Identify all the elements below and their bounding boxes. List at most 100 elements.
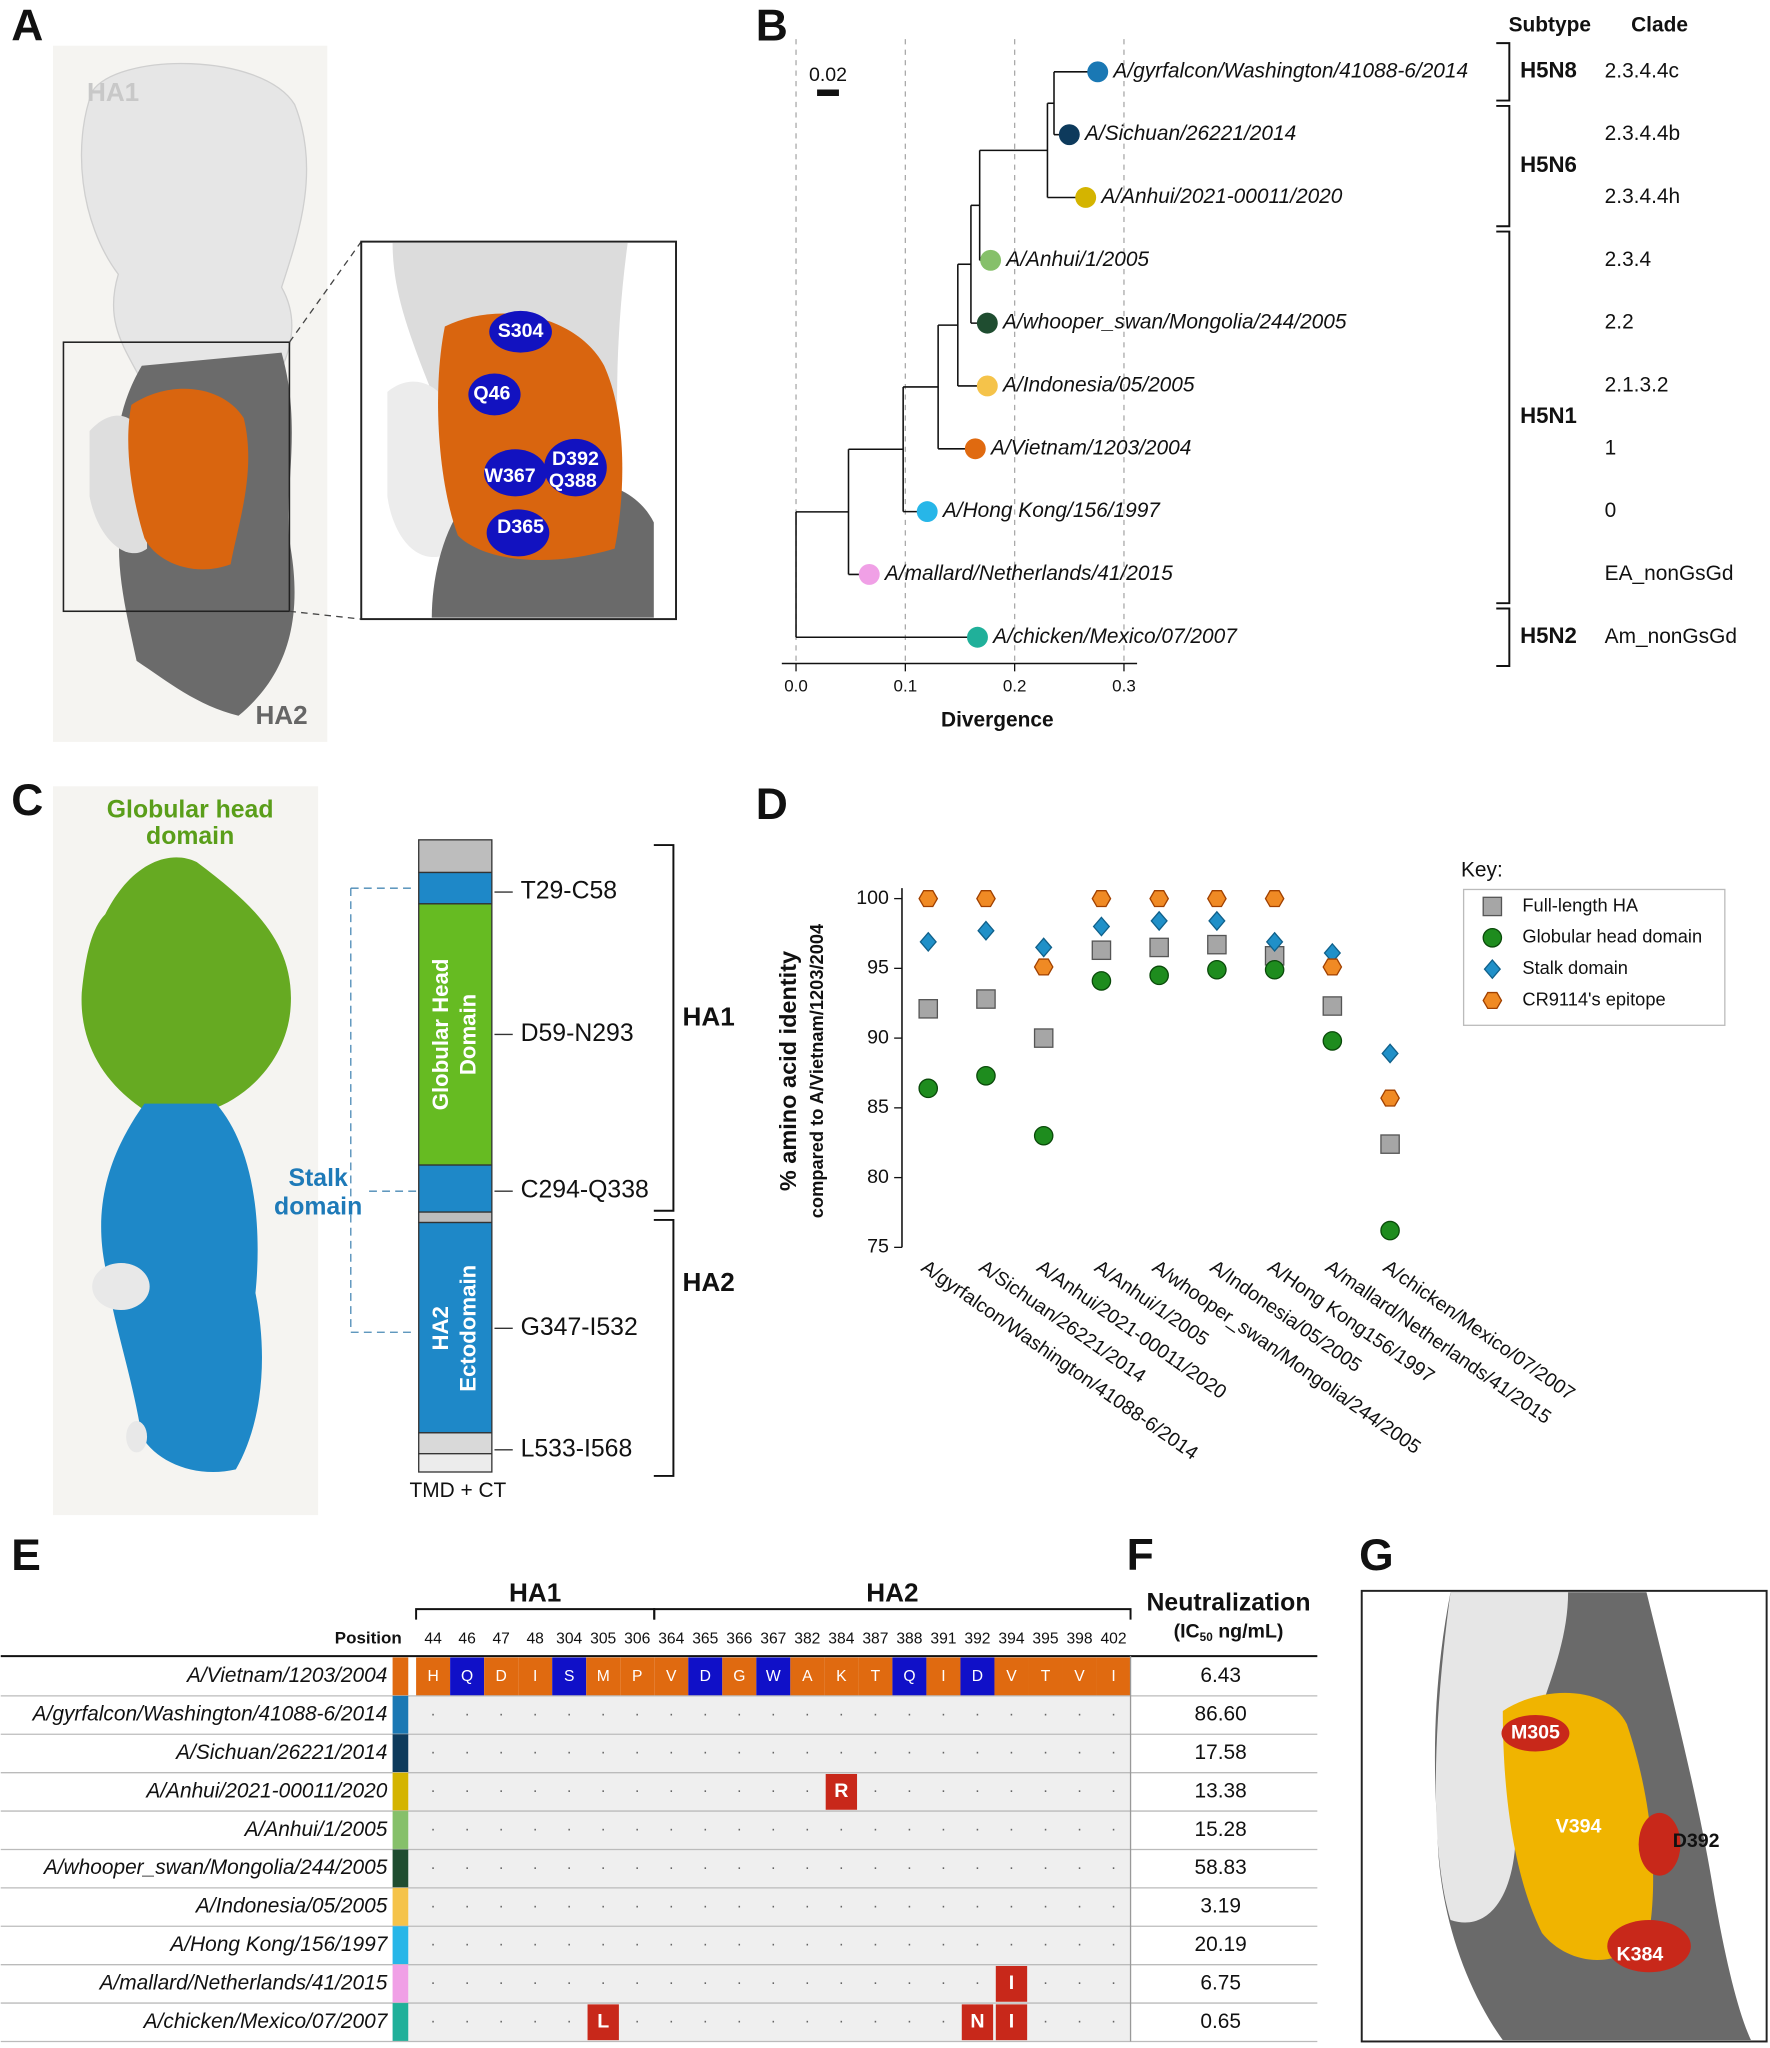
row-stripe — [392, 1887, 409, 1927]
row-stripe — [392, 1772, 409, 1812]
residue: . — [907, 1856, 911, 1873]
row-stripe — [392, 1695, 409, 1735]
residue: . — [1009, 1741, 1013, 1758]
residue: . — [907, 1817, 911, 1834]
residue: . — [533, 1971, 537, 1988]
residue: . — [873, 1741, 877, 1758]
residue: . — [771, 1702, 775, 1719]
residue: I — [1009, 2010, 1014, 2032]
residue-cell — [926, 1657, 961, 1696]
data-point — [1092, 916, 1111, 937]
residue: . — [431, 2009, 435, 2026]
leaf-label: A/chicken/Mexico/07/2007 — [991, 625, 1238, 648]
residue: . — [941, 1817, 945, 1834]
panel-label: G — [1359, 1531, 1394, 1580]
row-stripe — [392, 1926, 409, 1965]
residue: . — [771, 1894, 775, 1911]
row-name: A/mallard/Netherlands/41/2015 — [98, 1971, 388, 1994]
residue-label: S304 — [498, 320, 544, 342]
clade-label: 2.3.4 — [1605, 248, 1651, 271]
residue: . — [669, 1971, 673, 1988]
residue: . — [1111, 2009, 1115, 2026]
x-axis-title: Divergence — [941, 708, 1054, 731]
segment-label: L533-I568 — [521, 1435, 633, 1462]
position: 46 — [458, 1630, 476, 1647]
residue: . — [635, 1741, 639, 1758]
residue: . — [431, 1779, 435, 1796]
row-background — [408, 1695, 1131, 1735]
residue: . — [1043, 1971, 1047, 1988]
residue: . — [941, 1894, 945, 1911]
residue: . — [1077, 1817, 1081, 1834]
leaf-dot — [1058, 124, 1080, 146]
domain-bar — [418, 839, 675, 1477]
residue: . — [839, 1817, 843, 1834]
row-background — [408, 1772, 1131, 1812]
residue-cell — [688, 1657, 723, 1696]
position: 364 — [658, 1630, 684, 1647]
data-point — [1033, 1125, 1054, 1146]
residue: . — [635, 1702, 639, 1719]
residue: . — [1077, 1779, 1081, 1796]
residue: . — [499, 2009, 503, 2026]
residue: . — [635, 1817, 639, 1834]
data-point — [1206, 890, 1227, 908]
panel-label: D — [756, 780, 788, 829]
residue: . — [635, 1971, 639, 1988]
data-point — [977, 920, 995, 941]
legend-marker — [1483, 958, 1502, 980]
leaf-dot — [1075, 187, 1097, 208]
row-background — [408, 1887, 1131, 1927]
residue: . — [703, 1741, 707, 1758]
clade-label: 1 — [1605, 436, 1617, 459]
residue: . — [703, 1702, 707, 1719]
residue: . — [1111, 1702, 1115, 1719]
neutralization-value: 13.38 — [1195, 1779, 1247, 1802]
subtype-bracket — [1496, 607, 1511, 667]
panel-label: A — [11, 1, 43, 50]
residue: D — [972, 1668, 983, 1685]
data-point — [918, 999, 939, 1019]
residue: D — [495, 1668, 506, 1685]
data-point — [1208, 910, 1226, 932]
leaf-label: A/Anhui/1/2005 — [1004, 248, 1149, 271]
position: 398 — [1066, 1630, 1092, 1647]
leaf-dot — [858, 563, 880, 585]
residue-label: K384 — [1617, 1943, 1664, 1965]
residue: . — [1111, 1971, 1115, 1988]
residue: . — [771, 1856, 775, 1873]
panel-label: C — [11, 776, 43, 825]
residue-label: D392 — [1673, 1830, 1720, 1852]
residue: . — [1043, 1817, 1047, 1834]
residue: . — [669, 1741, 673, 1758]
residue: . — [839, 1856, 843, 1873]
residue: S — [564, 1668, 574, 1685]
residue: . — [1077, 1741, 1081, 1758]
residue: . — [669, 1817, 673, 1834]
residue-cell — [994, 1657, 1029, 1696]
mutation-cell — [825, 1773, 858, 1810]
residue: P — [632, 1668, 642, 1685]
leaf-label: A/mallard/Netherlands/41/2015 — [883, 562, 1173, 585]
residue: . — [907, 1894, 911, 1911]
data-point — [1091, 940, 1112, 961]
residue: . — [669, 1779, 673, 1796]
residue: . — [499, 1971, 503, 1988]
unit-part: ng/mL) — [1213, 1621, 1284, 1643]
unit-part: 50 — [1200, 1631, 1214, 1644]
residue: . — [1077, 1933, 1081, 1950]
residue: K — [836, 1668, 847, 1685]
neutralization-value: 6.43 — [1200, 1664, 1241, 1687]
data-point — [1322, 958, 1343, 976]
residue-cell — [416, 1657, 451, 1696]
data-point — [1207, 934, 1227, 955]
leaf-dot — [916, 501, 938, 523]
position: 304 — [556, 1630, 582, 1647]
residue: . — [839, 1971, 843, 1988]
mutation-cell — [995, 1965, 1028, 2002]
residue: . — [1043, 1741, 1047, 1758]
data-point — [1091, 890, 1112, 908]
residue: . — [601, 1856, 605, 1873]
residue-cell — [484, 1657, 519, 1696]
residue: D — [700, 1668, 711, 1685]
